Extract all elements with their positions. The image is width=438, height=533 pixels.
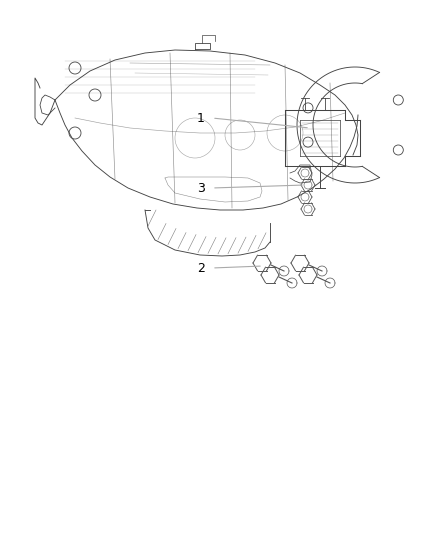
- Text: 2: 2: [197, 262, 205, 274]
- Text: 3: 3: [197, 182, 205, 195]
- Text: 1: 1: [197, 111, 205, 125]
